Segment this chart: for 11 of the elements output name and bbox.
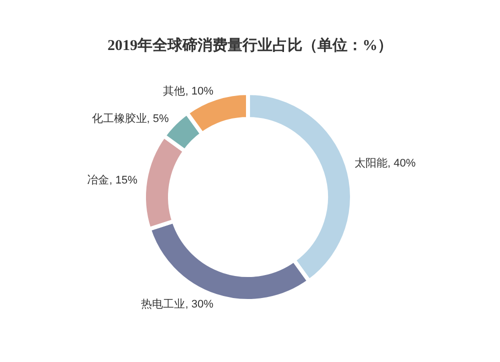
slice-label: 热电工业 bbox=[141, 298, 186, 311]
slice-label: 冶金 bbox=[87, 174, 110, 186]
data-label: , 30% bbox=[185, 298, 214, 311]
data-label: , 40% bbox=[388, 157, 416, 170]
slice-label: 其他 bbox=[163, 84, 186, 98]
data-label: , 10% bbox=[185, 85, 214, 98]
data-label: , 5% bbox=[146, 112, 170, 125]
chart-title: 2019年全球碲消费量行业占比（单位：%） bbox=[108, 36, 392, 54]
data-label: , 15% bbox=[109, 174, 138, 186]
slice-label: 太阳能 bbox=[354, 156, 388, 170]
slice-label: 化工橡胶业 bbox=[92, 112, 147, 125]
